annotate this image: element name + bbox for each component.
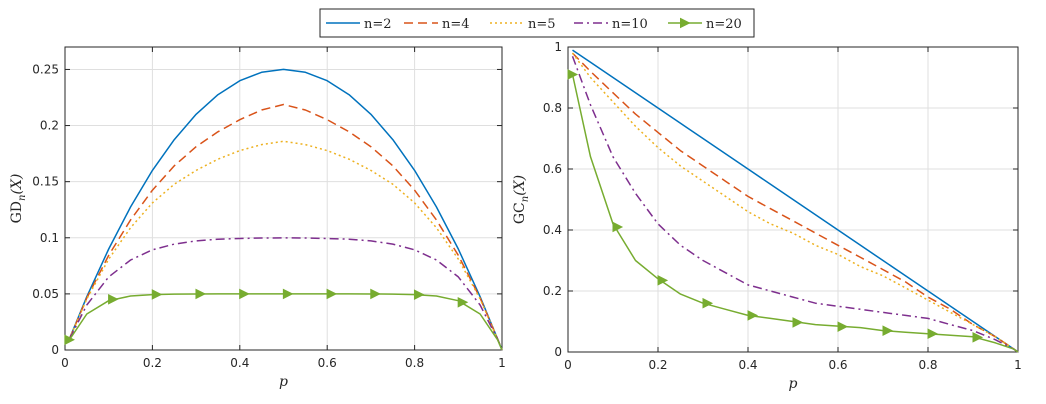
series-marker-n20 — [702, 297, 714, 309]
series-line-n10 — [68, 237, 503, 351]
series-marker-n20 — [108, 293, 119, 305]
series-line-n4 — [571, 52, 1019, 353]
legend-label-n5: n=5 — [528, 17, 556, 32]
y-tick-label: 0 — [51, 343, 59, 357]
y-axis-label: GDn(X) — [9, 174, 28, 224]
y-tick-label: 0.15 — [32, 175, 59, 189]
series-line-n10 — [571, 55, 1019, 353]
series-marker-n20 — [64, 334, 75, 346]
series-marker-n20 — [657, 275, 669, 286]
series-line-n2 — [68, 68, 503, 351]
series-marker-n20 — [457, 296, 469, 308]
legend-label-n4: n=4 — [442, 17, 470, 32]
x-tick-label: 0.4 — [230, 356, 249, 370]
y-axis-label-main: GD — [9, 201, 25, 223]
y-tick-label: 0.05 — [32, 287, 59, 301]
series-marker-n20 — [326, 288, 338, 300]
x-axis-label: p — [789, 376, 798, 392]
series-line-n20 — [68, 293, 503, 351]
series-line-n2 — [572, 49, 1019, 353]
y-axis-label-main: GC — [512, 202, 528, 224]
legend-label-n20: n=20 — [706, 17, 742, 32]
legend-marker-n20 — [680, 17, 691, 29]
series-marker-n20 — [837, 321, 849, 332]
series-marker-n20 — [927, 328, 939, 340]
plot-frame — [64, 46, 503, 351]
legend: n=2 n=4 n=5 n=10 n=20 — [319, 8, 755, 38]
series-marker-n20 — [567, 69, 579, 80]
y-tick-label: 0.4 — [543, 223, 562, 237]
plot-frame — [567, 46, 1019, 353]
series-marker-n20 — [972, 332, 984, 343]
y-tick-label: 0.25 — [32, 62, 59, 76]
x-tick-label: 0 — [564, 358, 572, 372]
series-marker-n20 — [151, 289, 163, 300]
x-tick-label: 0.8 — [405, 356, 424, 370]
series-marker-n20 — [612, 221, 624, 233]
series-marker-n20 — [239, 288, 250, 300]
x-axis-label: p — [279, 374, 288, 390]
x-tick-label: 1 — [1014, 358, 1022, 372]
series-line-n5 — [571, 52, 1019, 353]
y-tick-label: 0 — [554, 345, 562, 359]
y-tick-label: 0.6 — [543, 162, 562, 176]
x-tick-label: 1 — [498, 356, 506, 370]
series-marker-n20 — [747, 310, 759, 321]
x-tick-label: 0.2 — [648, 358, 667, 372]
series-line-n5 — [68, 140, 503, 351]
x-tick-label: 0 — [61, 356, 69, 370]
series-marker-n20 — [413, 289, 425, 300]
gc-chart-panel: 0 0.2 0.4 0.6 0.8 1 0 0.2 0.4 0.6 0.8 1 p GCn(X) — [512, 40, 1022, 392]
y-axis-label-arg: (X) — [512, 175, 528, 196]
y-tick-label: 0.2 — [543, 284, 562, 298]
y-axis-label-sub: n — [17, 195, 28, 201]
x-tick-label: 0.4 — [738, 358, 757, 372]
series-marker-n20 — [195, 288, 207, 300]
x-tick-label: 0.6 — [828, 358, 847, 372]
y-tick-label: 1 — [554, 40, 562, 54]
series-marker-n20 — [882, 325, 894, 336]
legend-label-n2: n=2 — [364, 17, 392, 32]
y-axis-label: GCn(X) — [512, 175, 531, 224]
series-marker-n20 — [370, 288, 381, 300]
x-tick-label: 0.6 — [318, 356, 337, 370]
series-line-n4 — [68, 103, 503, 351]
series-marker-n20 — [792, 317, 804, 328]
y-tick-label: 0.8 — [543, 101, 562, 115]
y-tick-label: 0.1 — [40, 231, 59, 245]
x-tick-label: 0.8 — [918, 358, 937, 372]
x-tick-label: 0.2 — [143, 356, 162, 370]
y-tick-label: 0.2 — [40, 119, 59, 133]
legend-label-n10: n=10 — [612, 17, 648, 32]
y-axis-label-sub: n — [520, 196, 531, 202]
gd-chart-panel: 0 0.2 0.4 0.6 0.8 1 0 0.05 0.1 0.15 0.2 0.25 p GDn(X) — [9, 46, 506, 390]
series-marker-n20 — [282, 288, 294, 300]
y-axis-label-arg: (X) — [9, 174, 25, 195]
series-line-n20 — [571, 74, 1019, 353]
